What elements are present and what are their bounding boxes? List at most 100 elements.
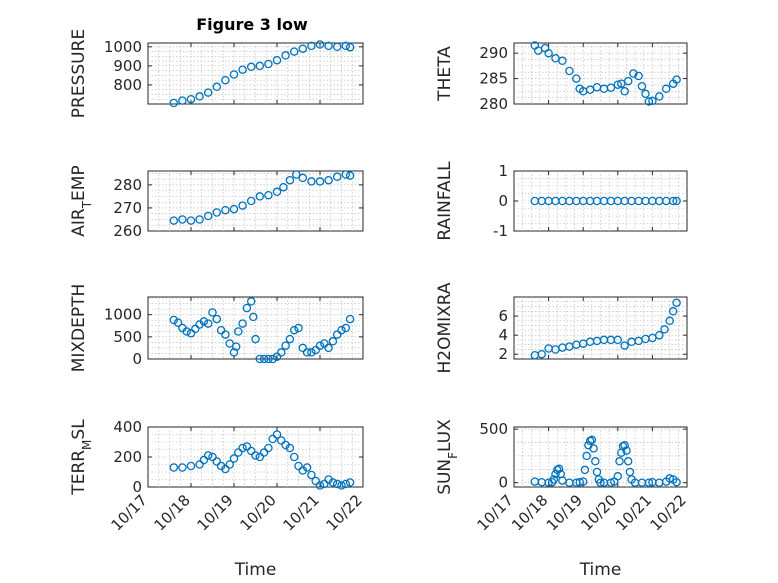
data-point — [238, 65, 247, 74]
axes-box — [513, 426, 688, 488]
axes-box — [147, 42, 364, 105]
data-point — [341, 41, 351, 51]
subplot-theta: 280 285 290 THETA — [435, 41, 688, 113]
data-point — [311, 345, 320, 355]
x-tick-label: 10/22 — [647, 491, 690, 534]
data-point — [315, 481, 325, 490]
data-point — [208, 452, 217, 462]
y-tick-label: 280 — [113, 176, 142, 194]
data-point — [578, 477, 588, 486]
data-point — [298, 44, 308, 53]
data-point — [259, 354, 269, 364]
data-point — [212, 314, 222, 324]
data-point — [195, 92, 204, 101]
data-point — [178, 215, 187, 224]
subplot-h2omixra: 246 H2OMIXRA — [435, 282, 688, 374]
data-point — [199, 317, 209, 326]
data-point — [264, 354, 273, 364]
data-point — [307, 470, 316, 480]
data-point — [341, 479, 351, 489]
data-point — [191, 324, 200, 334]
data-point — [298, 343, 308, 353]
x-tick-label: 10/21 — [280, 491, 323, 534]
y-tick-label: 1000 — [104, 306, 142, 324]
data-point — [672, 298, 681, 307]
data-point — [554, 464, 564, 474]
x-axis-label: Time — [234, 560, 277, 580]
data-point — [212, 82, 222, 92]
data-point — [285, 443, 295, 453]
data-point — [229, 70, 239, 79]
data-point — [307, 177, 316, 186]
data-point — [242, 442, 252, 451]
y-axis-label: THETA — [435, 46, 455, 102]
data-point — [186, 329, 196, 338]
data-point — [203, 319, 213, 328]
y-tick-label: 1 — [498, 162, 508, 180]
data-point — [613, 472, 623, 481]
data-point — [178, 463, 187, 472]
data-point — [195, 460, 204, 469]
y-tick-label: 270 — [113, 199, 142, 217]
data-point — [623, 76, 633, 86]
x-tick-label: 10/17 — [474, 491, 517, 534]
data-point — [345, 42, 355, 52]
data-point — [337, 325, 346, 335]
data-point — [615, 457, 624, 466]
data-point — [620, 341, 629, 350]
data-point — [644, 97, 654, 106]
data-point — [307, 41, 316, 51]
data-point — [203, 88, 213, 97]
data-point — [613, 335, 623, 345]
data-point — [186, 216, 196, 225]
data-point — [294, 323, 303, 333]
subplot-mixdepth: 0 500 1000 MIXDEPTH — [69, 284, 364, 373]
data-point — [580, 465, 590, 475]
data-point — [589, 444, 598, 453]
data-point — [302, 463, 312, 472]
y-tick-label: 0 — [132, 478, 142, 496]
data-point — [238, 319, 247, 328]
data-point — [644, 478, 654, 487]
data-point — [591, 457, 600, 466]
data-point — [637, 81, 647, 91]
data-point — [221, 205, 230, 215]
data-point — [169, 315, 179, 325]
data-point — [246, 62, 256, 72]
data-point — [272, 430, 282, 439]
y-tick-label: 900 — [113, 57, 142, 75]
y-tick-label: 4 — [498, 326, 508, 344]
axes-box — [147, 296, 364, 360]
data-point — [255, 192, 265, 201]
data-point — [625, 467, 635, 477]
data-point — [289, 452, 299, 462]
data-point — [289, 47, 299, 56]
data-point — [229, 204, 239, 214]
data-point — [648, 96, 657, 106]
data-point — [537, 349, 546, 359]
data-point — [229, 454, 239, 463]
y-axis-label: MIXDEPTH — [69, 284, 89, 373]
data-point — [231, 342, 241, 351]
y-axis-label: H2OMIXRA — [435, 282, 455, 373]
data-point — [229, 348, 239, 357]
data-point — [272, 55, 282, 65]
y-axis-label: SUNFLUX — [435, 419, 460, 495]
data-point — [255, 354, 265, 364]
data-point — [169, 463, 179, 472]
data-point — [251, 334, 260, 344]
data-point — [613, 80, 623, 89]
data-point — [182, 327, 191, 336]
data-point — [668, 307, 678, 316]
y-tick-label: 0 — [498, 474, 508, 492]
y-tick-label: 280 — [479, 95, 508, 113]
x-tick-label: 10/18 — [151, 491, 194, 534]
y-tick-label: 260 — [113, 222, 142, 240]
data-point — [208, 308, 217, 317]
data-point — [328, 337, 338, 346]
y-axis-label: PRESSURE — [69, 29, 89, 118]
data-point — [246, 446, 256, 456]
data-point — [212, 457, 222, 466]
data-point — [251, 451, 260, 460]
data-point — [592, 467, 602, 477]
